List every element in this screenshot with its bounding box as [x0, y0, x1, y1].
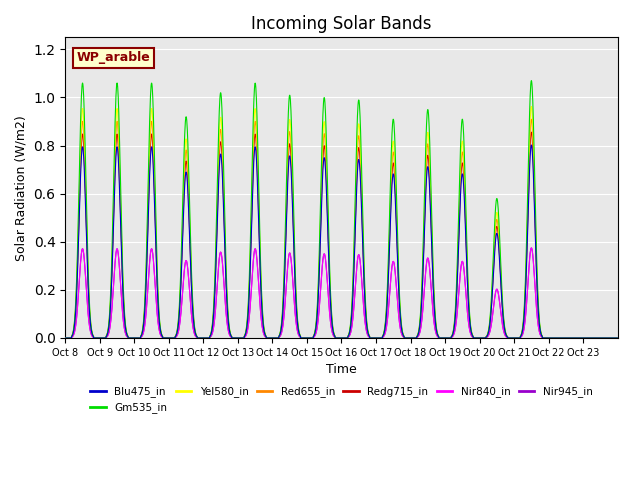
Red655_in — [580, 335, 588, 341]
Title: Incoming Solar Bands: Incoming Solar Bands — [252, 15, 432, 33]
Redg715_in — [584, 335, 591, 341]
Blu475_in — [262, 334, 269, 339]
Yel580_in — [614, 335, 621, 341]
Nir840_in — [61, 335, 69, 341]
Nir840_in — [241, 335, 248, 340]
Gm535_in — [614, 335, 621, 341]
Blu475_in — [580, 335, 588, 341]
Yel580_in — [580, 335, 588, 341]
Nir840_in — [202, 335, 209, 341]
Red655_in — [61, 335, 69, 341]
Blu475_in — [202, 335, 209, 341]
Gm535_in — [352, 161, 360, 167]
Blu475_in — [614, 335, 621, 341]
Redg715_in — [202, 335, 209, 341]
Legend: Blu475_in, Gm535_in, Yel580_in, Red655_in, Redg715_in, Nir840_in, Nir945_in: Blu475_in, Gm535_in, Yel580_in, Red655_i… — [86, 382, 596, 418]
Nir945_in — [352, 274, 360, 280]
Red655_in — [241, 334, 248, 339]
Red655_in — [614, 335, 621, 341]
Gm535_in — [584, 335, 591, 341]
Yel580_in — [61, 335, 69, 341]
Yel580_in — [202, 335, 209, 341]
Gm535_in — [241, 333, 248, 339]
Nir840_in — [580, 335, 588, 341]
Yel580_in — [527, 104, 535, 109]
Gm535_in — [527, 78, 535, 84]
Red655_in — [352, 187, 360, 192]
Line: Nir840_in: Nir840_in — [65, 248, 618, 338]
Blu475_in — [241, 334, 248, 339]
Text: WP_arable: WP_arable — [76, 51, 150, 64]
Redg715_in — [614, 335, 621, 341]
Red655_in — [527, 116, 535, 122]
Line: Yel580_in: Yel580_in — [65, 107, 618, 338]
Yel580_in — [262, 333, 269, 339]
Nir945_in — [61, 335, 69, 341]
Redg715_in — [61, 335, 69, 341]
Yel580_in — [241, 334, 248, 339]
Nir945_in — [580, 335, 588, 341]
Redg715_in — [241, 334, 248, 339]
Gm535_in — [262, 333, 269, 339]
Nir945_in — [262, 335, 269, 340]
Line: Nir945_in: Nir945_in — [65, 248, 618, 338]
Nir945_in — [584, 335, 591, 341]
Gm535_in — [202, 335, 209, 341]
Nir945_in — [614, 335, 621, 341]
Blu475_in — [352, 204, 360, 210]
Nir840_in — [614, 335, 621, 341]
Y-axis label: Solar Radiation (W/m2): Solar Radiation (W/m2) — [15, 115, 28, 261]
Nir840_in — [352, 274, 360, 280]
Redg715_in — [580, 335, 588, 341]
Line: Red655_in: Red655_in — [65, 119, 618, 338]
Gm535_in — [580, 335, 588, 341]
Blu475_in — [584, 335, 591, 341]
Redg715_in — [262, 334, 269, 339]
Nir945_in — [527, 245, 535, 251]
Red655_in — [262, 334, 269, 339]
Line: Gm535_in: Gm535_in — [65, 81, 618, 338]
Nir840_in — [584, 335, 591, 341]
Redg715_in — [352, 196, 360, 202]
Yel580_in — [584, 335, 591, 341]
Redg715_in — [527, 129, 535, 135]
Line: Blu475_in: Blu475_in — [65, 145, 618, 338]
Nir840_in — [262, 335, 269, 340]
Blu475_in — [527, 142, 535, 148]
Blu475_in — [61, 335, 69, 341]
Nir945_in — [202, 335, 209, 341]
Yel580_in — [352, 178, 360, 184]
Line: Redg715_in: Redg715_in — [65, 132, 618, 338]
Nir840_in — [527, 245, 535, 251]
X-axis label: Time: Time — [326, 363, 357, 376]
Nir945_in — [241, 335, 248, 340]
Red655_in — [584, 335, 591, 341]
Red655_in — [202, 335, 209, 341]
Gm535_in — [61, 335, 69, 341]
